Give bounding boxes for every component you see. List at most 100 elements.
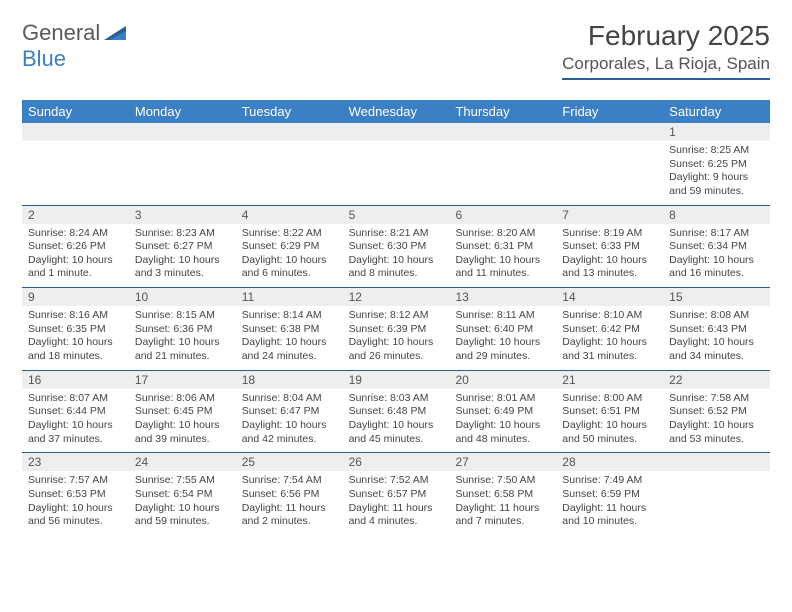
daylight-text: Daylight: 10 hours and 18 minutes. [28,336,123,363]
sunrise-text: Sunrise: 8:12 AM [349,309,444,323]
day-number [556,123,663,141]
sunset-text: Sunset: 6:40 PM [455,323,550,337]
page-subtitle: Corporales, La Rioja, Spain [562,54,770,80]
day-number: 27 [449,453,556,471]
daylight-text: Daylight: 10 hours and 48 minutes. [455,419,550,446]
day-details: Sunrise: 7:49 AMSunset: 6:59 PMDaylight:… [556,471,663,535]
day-details: Sunrise: 7:54 AMSunset: 6:56 PMDaylight:… [236,471,343,535]
calendar-day-cell: 20Sunrise: 8:01 AMSunset: 6:49 PMDayligh… [449,371,556,453]
calendar-day-cell [236,123,343,205]
sunrise-text: Sunrise: 7:49 AM [562,474,657,488]
daylight-text: Daylight: 10 hours and 31 minutes. [562,336,657,363]
day-number: 25 [236,453,343,471]
day-number: 23 [22,453,129,471]
daylight-text: Daylight: 10 hours and 34 minutes. [669,336,764,363]
sunrise-text: Sunrise: 7:57 AM [28,474,123,488]
day-details: Sunrise: 7:50 AMSunset: 6:58 PMDaylight:… [449,471,556,535]
sunset-text: Sunset: 6:43 PM [669,323,764,337]
sunset-text: Sunset: 6:57 PM [349,488,444,502]
day-number: 15 [663,288,770,306]
calendar-day-cell: 10Sunrise: 8:15 AMSunset: 6:36 PMDayligh… [129,288,236,370]
calendar-day-cell [556,123,663,205]
sunset-text: Sunset: 6:36 PM [135,323,230,337]
calendar-week: 1Sunrise: 8:25 AMSunset: 6:25 PMDaylight… [22,123,770,206]
weekday-label: Tuesday [236,100,343,123]
logo-text-1: General [22,20,100,46]
day-details: Sunrise: 8:07 AMSunset: 6:44 PMDaylight:… [22,389,129,453]
day-details: Sunrise: 8:24 AMSunset: 6:26 PMDaylight:… [22,224,129,288]
sunset-text: Sunset: 6:53 PM [28,488,123,502]
daylight-text: Daylight: 10 hours and 50 minutes. [562,419,657,446]
logo-text-2: Blue [22,46,66,72]
daylight-text: Daylight: 10 hours and 42 minutes. [242,419,337,446]
sunset-text: Sunset: 6:26 PM [28,240,123,254]
sunrise-text: Sunrise: 8:21 AM [349,227,444,241]
calendar-week: 16Sunrise: 8:07 AMSunset: 6:44 PMDayligh… [22,371,770,454]
sunset-text: Sunset: 6:45 PM [135,405,230,419]
calendar-day-cell: 12Sunrise: 8:12 AMSunset: 6:39 PMDayligh… [343,288,450,370]
sunset-text: Sunset: 6:30 PM [349,240,444,254]
sunrise-text: Sunrise: 8:08 AM [669,309,764,323]
sunset-text: Sunset: 6:56 PM [242,488,337,502]
sunset-text: Sunset: 6:49 PM [455,405,550,419]
day-number: 22 [663,371,770,389]
sunrise-text: Sunrise: 7:58 AM [669,392,764,406]
calendar-day-cell: 4Sunrise: 8:22 AMSunset: 6:29 PMDaylight… [236,206,343,288]
day-number: 19 [343,371,450,389]
sunrise-text: Sunrise: 8:22 AM [242,227,337,241]
sunrise-text: Sunrise: 7:54 AM [242,474,337,488]
calendar-page: General February 2025 Corporales, La Rio… [0,0,792,555]
calendar: SundayMondayTuesdayWednesdayThursdayFrid… [22,100,770,535]
day-number: 9 [22,288,129,306]
daylight-text: Daylight: 10 hours and 53 minutes. [669,419,764,446]
calendar-day-cell: 8Sunrise: 8:17 AMSunset: 6:34 PMDaylight… [663,206,770,288]
day-number [236,123,343,141]
day-details: Sunrise: 8:10 AMSunset: 6:42 PMDaylight:… [556,306,663,370]
weekday-label: Thursday [449,100,556,123]
day-number [663,453,770,471]
calendar-day-cell: 21Sunrise: 8:00 AMSunset: 6:51 PMDayligh… [556,371,663,453]
calendar-day-cell [343,123,450,205]
calendar-day-cell: 25Sunrise: 7:54 AMSunset: 6:56 PMDayligh… [236,453,343,535]
day-number: 18 [236,371,343,389]
sunset-text: Sunset: 6:31 PM [455,240,550,254]
day-details: Sunrise: 7:58 AMSunset: 6:52 PMDaylight:… [663,389,770,453]
day-details: Sunrise: 7:52 AMSunset: 6:57 PMDaylight:… [343,471,450,535]
sunset-text: Sunset: 6:35 PM [28,323,123,337]
calendar-day-cell [449,123,556,205]
sunrise-text: Sunrise: 8:07 AM [28,392,123,406]
calendar-week: 2Sunrise: 8:24 AMSunset: 6:26 PMDaylight… [22,206,770,289]
calendar-day-cell: 24Sunrise: 7:55 AMSunset: 6:54 PMDayligh… [129,453,236,535]
calendar-day-cell: 11Sunrise: 8:14 AMSunset: 6:38 PMDayligh… [236,288,343,370]
weekday-label: Friday [556,100,663,123]
sunrise-text: Sunrise: 8:17 AM [669,227,764,241]
sunset-text: Sunset: 6:59 PM [562,488,657,502]
calendar-day-cell: 18Sunrise: 8:04 AMSunset: 6:47 PMDayligh… [236,371,343,453]
day-details: Sunrise: 8:11 AMSunset: 6:40 PMDaylight:… [449,306,556,370]
calendar-day-cell: 22Sunrise: 7:58 AMSunset: 6:52 PMDayligh… [663,371,770,453]
weekday-label: Wednesday [343,100,450,123]
day-number: 17 [129,371,236,389]
day-details: Sunrise: 8:23 AMSunset: 6:27 PMDaylight:… [129,224,236,288]
daylight-text: Daylight: 11 hours and 10 minutes. [562,502,657,529]
sunset-text: Sunset: 6:29 PM [242,240,337,254]
day-number: 3 [129,206,236,224]
calendar-day-cell: 6Sunrise: 8:20 AMSunset: 6:31 PMDaylight… [449,206,556,288]
day-number [22,123,129,141]
day-number: 26 [343,453,450,471]
daylight-text: Daylight: 11 hours and 2 minutes. [242,502,337,529]
daylight-text: Daylight: 10 hours and 59 minutes. [135,502,230,529]
weekday-label: Saturday [663,100,770,123]
daylight-text: Daylight: 10 hours and 8 minutes. [349,254,444,281]
sunrise-text: Sunrise: 8:03 AM [349,392,444,406]
calendar-day-cell: 28Sunrise: 7:49 AMSunset: 6:59 PMDayligh… [556,453,663,535]
daylight-text: Daylight: 10 hours and 39 minutes. [135,419,230,446]
day-number: 24 [129,453,236,471]
calendar-day-cell [663,453,770,535]
daylight-text: Daylight: 10 hours and 3 minutes. [135,254,230,281]
day-number: 10 [129,288,236,306]
day-number: 20 [449,371,556,389]
sunrise-text: Sunrise: 8:00 AM [562,392,657,406]
sunrise-text: Sunrise: 8:19 AM [562,227,657,241]
daylight-text: Daylight: 10 hours and 29 minutes. [455,336,550,363]
